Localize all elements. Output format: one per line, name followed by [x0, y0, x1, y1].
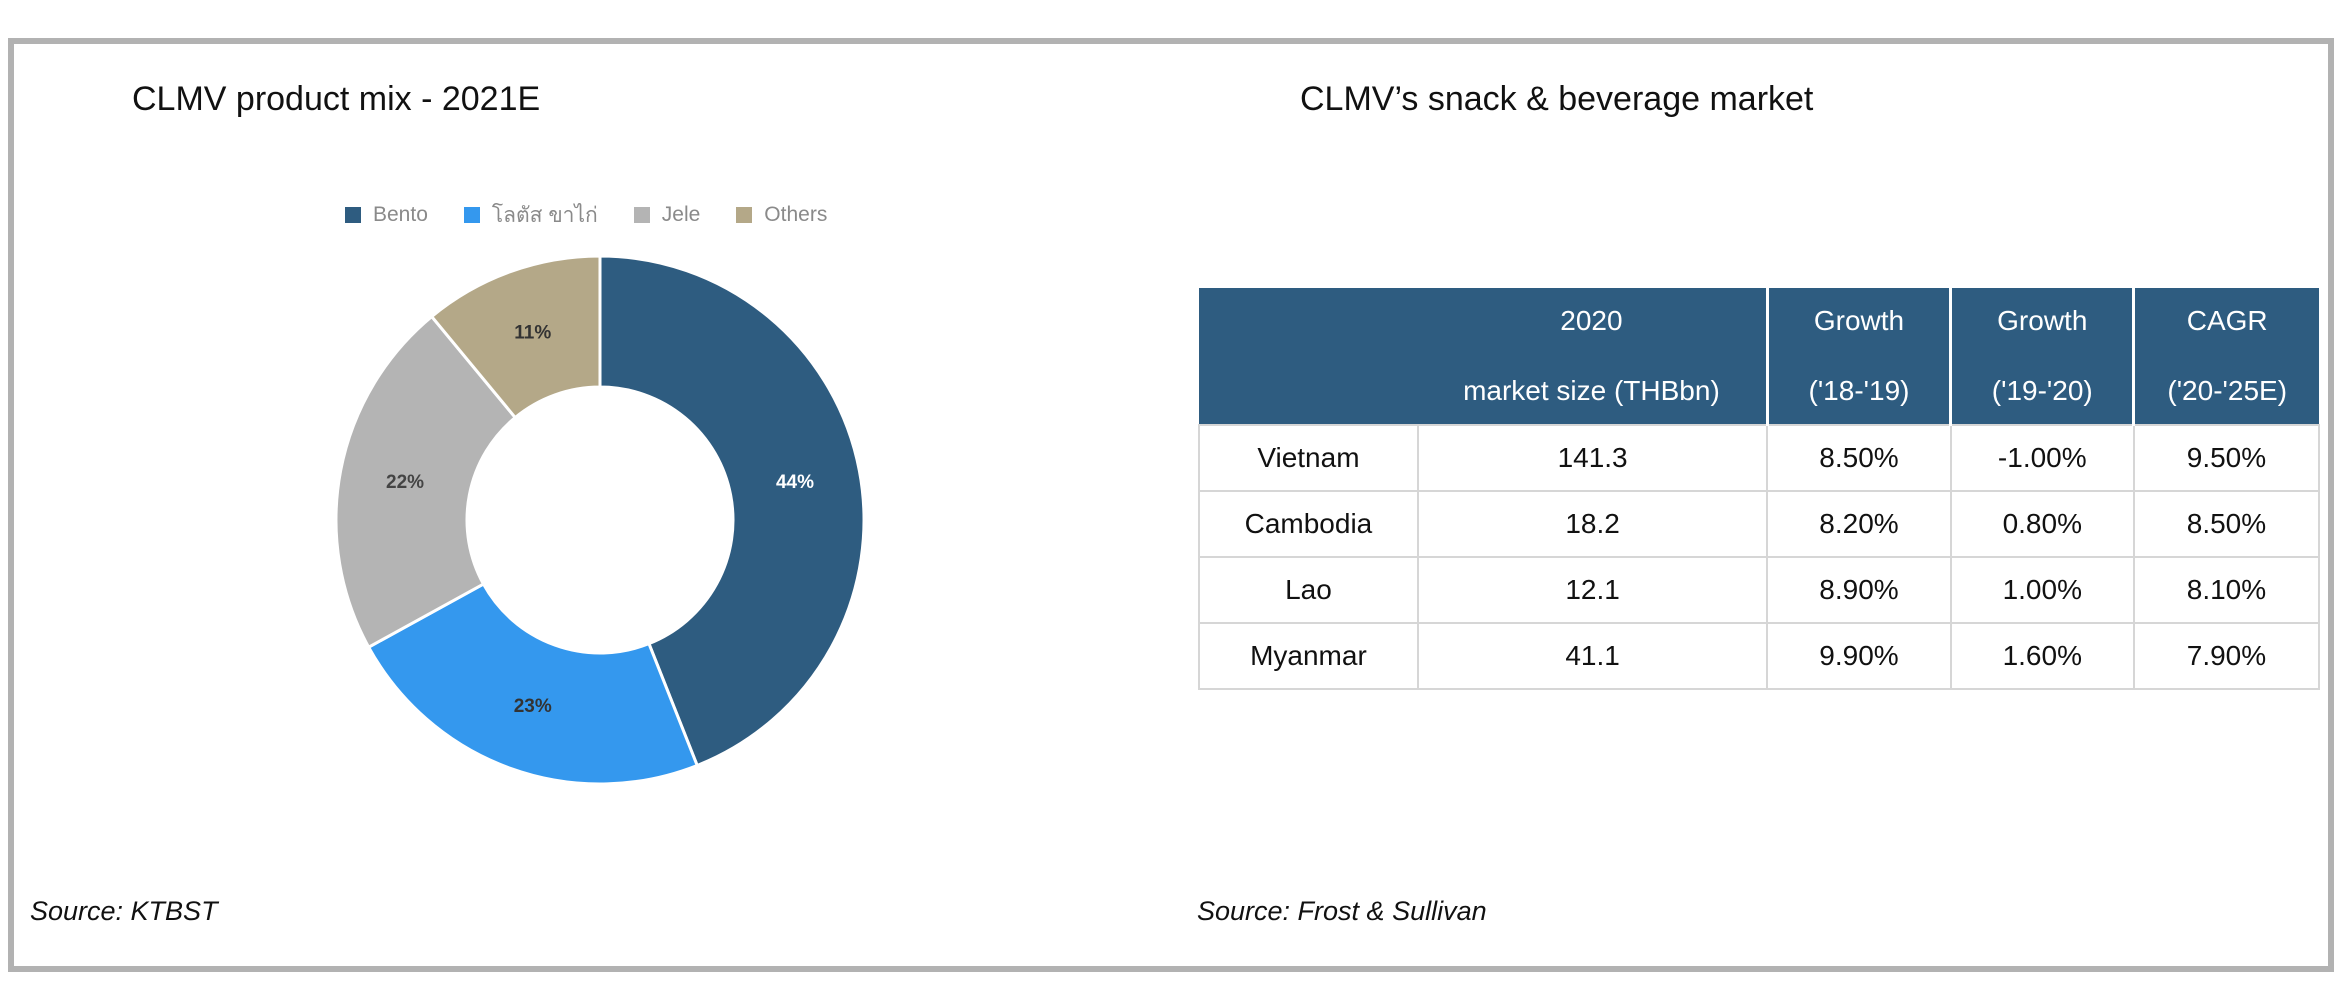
cell-country: Myanmar [1198, 622, 1419, 690]
table-row: Lao 12.1 8.90% 1.00% 8.10% [1198, 556, 2321, 624]
cell-country: Cambodia [1198, 490, 1419, 558]
cell-market-size: 41.1 [1416, 622, 1769, 690]
legend-swatch-bento [345, 207, 361, 223]
cell-market-size: 18.2 [1416, 490, 1769, 558]
left-source-note: Source: KTBST [30, 896, 218, 926]
cell-market-size: 141.3 [1416, 424, 1769, 492]
figure-frame [8, 38, 2334, 972]
header-growth-18-19-line2: ('18-'19) [1808, 375, 1910, 406]
header-growth-18-19-line1: Growth [1813, 305, 1905, 336]
slice-label-jele: 22% [386, 472, 424, 493]
header-market-size-line1: 2020 [1560, 305, 1623, 336]
donut-slice-lotus [366, 582, 700, 786]
cell-cagr: 9.50% [2132, 424, 2321, 492]
legend-item-jele: Jele [633, 203, 701, 227]
cell-market-size: 12.1 [1416, 556, 1769, 624]
table-row: Vietnam 141.3 8.50% -1.00% 9.50% [1198, 424, 2321, 492]
header-growth-18-19: Growth ('18-'19) [1767, 288, 1953, 425]
header-growth-19-20-line1: Growth [1997, 305, 2088, 336]
donut-legend: Bento โลตัส ขาไก่ Jele Others [345, 198, 863, 232]
cell-cagr: 8.50% [2132, 490, 2321, 558]
cell-country: Lao [1198, 556, 1419, 624]
legend-label-lotus: โลตัส ขาไก่ [491, 203, 598, 227]
legend-label-jele: Jele [661, 203, 701, 226]
slice-label-others: 11% [514, 322, 551, 343]
legend-swatch-others [736, 207, 753, 223]
cell-growth-19-20: -1.00% [1949, 424, 2135, 492]
legend-item-lotus: โลตัส ขาไก่ [463, 199, 598, 232]
header-growth-19-20: Growth ('19-'20) [1950, 288, 2136, 425]
cell-growth-18-19: 8.20% [1766, 490, 1952, 558]
legend-label-others: Others [764, 203, 828, 226]
slice-label-lotus: 23% [514, 696, 552, 717]
donut-slice-bento [598, 254, 866, 768]
header-growth-19-20-line2: ('19-'20) [1991, 375, 2093, 406]
donut-slice-jele [334, 314, 518, 650]
cell-growth-18-19: 8.90% [1766, 556, 1952, 624]
legend-item-bento: Bento [345, 203, 428, 227]
cell-growth-19-20: 0.80% [1949, 490, 2135, 558]
donut-slice-others [429, 254, 602, 420]
table-row: Cambodia 18.2 8.20% 0.80% 8.50% [1198, 490, 2321, 558]
header-cagr: CAGR ('20-'25E) [2133, 288, 2319, 425]
product-mix-donut-chart: 44% 23% 22% 11% [334, 254, 866, 786]
legend-item-others: Others [736, 203, 827, 227]
market-title: CLMV’s snack & beverage market [1300, 80, 1814, 118]
market-table: 2020 market size (THBbn) Growth ('18-'19… [1198, 288, 2321, 690]
table-header-row: 2020 market size (THBbn) Growth ('18-'19… [1199, 288, 2319, 425]
header-market-size-line2: market size (THBbn) [1463, 375, 1720, 406]
cell-growth-18-19: 9.90% [1766, 622, 1952, 690]
cell-cagr: 8.10% [2132, 556, 2321, 624]
legend-swatch-jele [633, 207, 650, 223]
cell-growth-19-20: 1.00% [1949, 556, 2135, 624]
cell-country: Vietnam [1198, 424, 1419, 492]
legend-swatch-lotus [463, 207, 480, 223]
product-mix-title: CLMV product mix - 2021E [132, 80, 541, 118]
right-source-note: Source: Frost & Sullivan [1197, 896, 1487, 926]
header-market-size: 2020 market size (THBbn) [1199, 288, 1769, 425]
legend-label-bento: Bento [373, 203, 428, 226]
cell-growth-19-20: 1.60% [1949, 622, 2135, 690]
header-cagr-line2: ('20-'25E) [2167, 375, 2288, 406]
cell-cagr: 7.90% [2132, 622, 2321, 690]
cell-growth-18-19: 8.50% [1766, 424, 1952, 492]
header-cagr-line1: CAGR [2186, 305, 2268, 336]
table-row: Myanmar 41.1 9.90% 1.60% 7.90% [1198, 622, 2321, 690]
slice-label-bento: 44% [776, 472, 814, 493]
